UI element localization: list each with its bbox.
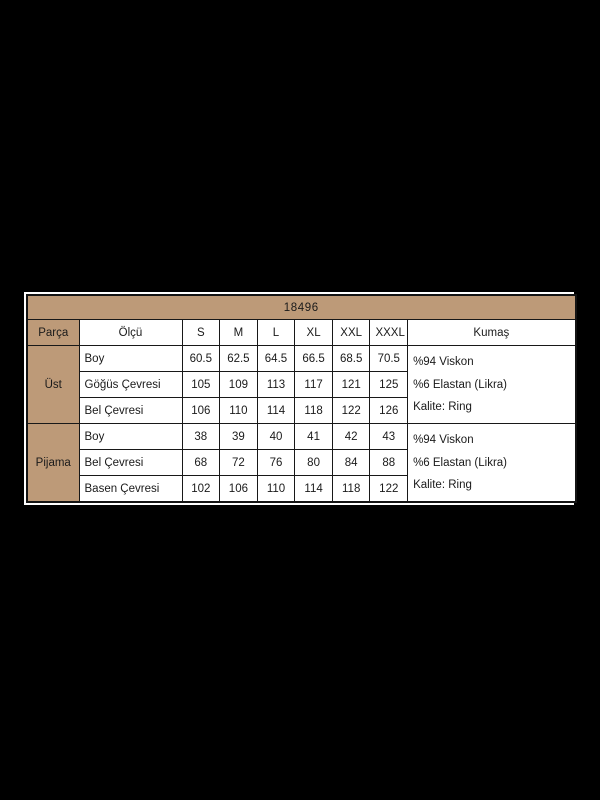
cell-value: 64.5: [256, 345, 296, 373]
table-row: Göğüs Çevresi 105 109 113 117 121 125: [27, 371, 576, 399]
cell-value: 102: [181, 475, 221, 503]
cell-value: 62.5: [219, 345, 258, 373]
cell-value: 121: [331, 371, 371, 399]
cell-value: 60.5: [181, 345, 221, 373]
product-code-title: 18496: [26, 294, 577, 321]
cell-value: 76: [256, 449, 296, 477]
column-header-measure: Ölçü: [78, 319, 183, 347]
column-header-size-xl: XL: [294, 319, 333, 347]
cell-value: 126: [369, 397, 409, 425]
cell-value: 70.5: [369, 345, 409, 373]
table-row: Pijama Boy 38 39 40 41 42 43 %94 Viskon …: [26, 423, 577, 503]
cell-value: 122: [369, 475, 409, 503]
measure-label: Göğüs Çevresi: [78, 371, 183, 399]
table-row: Bel Çevresi 106 110 114 118 122 126: [27, 397, 576, 425]
cell-value: 117: [294, 371, 333, 399]
cell-value: 66.5: [294, 345, 333, 373]
column-header-size-xxxl: XXXL: [369, 319, 409, 347]
cell-value: 80: [294, 449, 333, 477]
table-row: Üst Boy 60.5 62.5 64.5 66.5 68.5 70.5 %9…: [26, 345, 577, 425]
fabric-line: %6 Elastan (Likra): [413, 456, 508, 469]
cell-value: 114: [294, 475, 333, 503]
measure-label: Boy: [78, 423, 183, 451]
fabric-info-pijama: %94 Viskon %6 Elastan (Likra) Kalite: Ri…: [407, 423, 577, 503]
table-title-row: 18496: [26, 294, 577, 321]
column-header-part: Parça: [26, 319, 80, 347]
fabric-line: Kalite: Ring: [413, 478, 472, 491]
column-header-size-xxl: XXL: [331, 319, 371, 347]
column-header-size-s: S: [181, 319, 221, 347]
cell-value: 43: [369, 423, 409, 451]
fabric-line: Kalite: Ring: [413, 401, 472, 414]
cell-value: 118: [294, 397, 333, 425]
cell-value: 39: [219, 423, 258, 451]
cell-value: 109: [219, 371, 258, 399]
cell-value: 40: [256, 423, 296, 451]
cell-value: 105: [181, 371, 221, 399]
table-header-row: Parça Ölçü S M L XL XXL XXXL Kumaş: [26, 319, 577, 347]
fabric-line: %6 Elastan (Likra): [413, 378, 508, 391]
cell-value: 68.5: [331, 345, 371, 373]
fabric-line: %94 Viskon: [413, 356, 474, 369]
cell-value: 106: [181, 397, 221, 425]
measure-label: Bel Çevresi: [78, 397, 183, 425]
column-header-size-l: L: [256, 319, 296, 347]
cell-value: 114: [256, 397, 296, 425]
cell-value: 84: [331, 449, 371, 477]
cell-value: 42: [331, 423, 371, 451]
cell-value: 88: [369, 449, 409, 477]
measure-label: Basen Çevresi: [78, 475, 183, 503]
size-chart-table: 18496 Parça Ölçü S M L XL XXL XXXL Kumaş…: [26, 294, 577, 503]
column-header-size-m: M: [219, 319, 258, 347]
cell-value: 118: [331, 475, 371, 503]
cell-value: 72: [219, 449, 258, 477]
fabric-info-ust: %94 Viskon %6 Elastan (Likra) Kalite: Ri…: [407, 345, 577, 425]
group-label-pijama: Pijama: [26, 423, 80, 503]
fabric-line: %94 Viskon: [413, 434, 474, 447]
cell-value: 113: [256, 371, 296, 399]
measure-label: Boy: [78, 345, 183, 373]
cell-value: 41: [294, 423, 333, 451]
column-header-fabric: Kumaş: [407, 319, 577, 347]
cell-value: 110: [256, 475, 296, 503]
cell-value: 68: [181, 449, 221, 477]
table-row: Basen Çevresi 102 106 110 114 118 122: [27, 475, 576, 503]
cell-value: 38: [181, 423, 221, 451]
cell-value: 110: [219, 397, 258, 425]
cell-value: 122: [331, 397, 371, 425]
measure-label: Bel Çevresi: [78, 449, 183, 477]
cell-value: 106: [219, 475, 258, 503]
cell-value: 125: [369, 371, 409, 399]
group-label-ust: Üst: [26, 345, 80, 425]
